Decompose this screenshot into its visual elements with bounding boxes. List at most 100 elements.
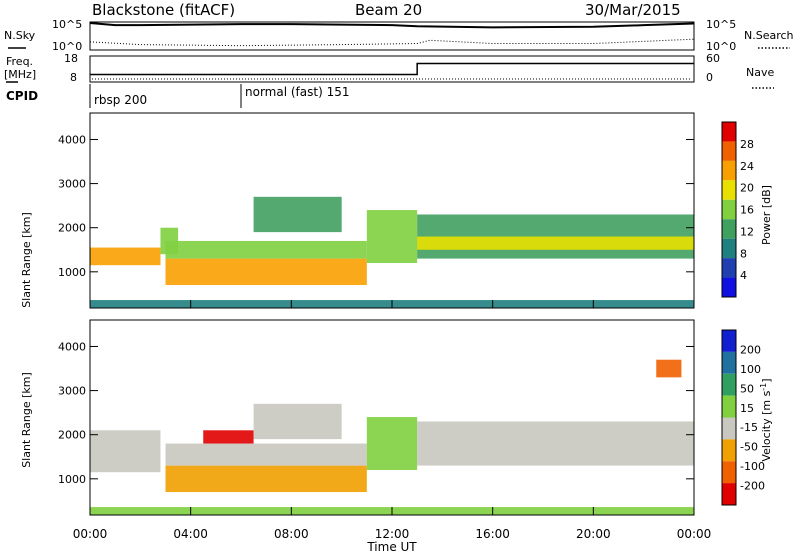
y-tick-label: 1000	[58, 473, 86, 486]
colorbar-swatch	[722, 199, 736, 220]
heatmap-region	[366, 210, 418, 263]
x-axis-tick-labels: 00:00 04:00 08:00 12:00 16:00 20:00 00:00	[73, 300, 712, 541]
heatmap-region	[165, 443, 367, 466]
colorbar-swatch	[722, 122, 736, 142]
heatmap-region	[165, 240, 367, 259]
freq-right-tick-top: 60	[706, 52, 720, 65]
colorbar-swatch	[722, 483, 736, 505]
x-tick-label: 12:00	[375, 527, 410, 541]
freq-right-tick-bottom: 0	[706, 71, 713, 84]
colorbar-swatch	[722, 238, 736, 259]
power-colorbar-label: Power [dB]	[760, 185, 773, 245]
freq-label-line1: Freq.	[6, 55, 33, 68]
colorbar-tick-label: 200	[740, 343, 761, 356]
heatmap-region	[417, 236, 694, 250]
date-title: 30/Mar/2015	[585, 1, 681, 19]
colorbar-swatch	[722, 219, 736, 239]
colorbar-tick-label: 4	[740, 269, 747, 282]
heatmap-region	[253, 196, 342, 233]
velocity-heatmap	[90, 359, 694, 515]
x-tick-label: 08:00	[274, 527, 309, 541]
noise-panel-frame	[89, 21, 695, 51]
velocity-colorbar-label-sup: -1	[759, 383, 768, 391]
colorbar-tick-label: 8	[740, 247, 747, 260]
y-tick-label: 2000	[58, 429, 86, 442]
velocity-ylabel: Slant Range [km]	[20, 372, 33, 468]
power-ylabel: Slant Range [km]	[20, 212, 33, 308]
y-tick-label: 1000	[58, 266, 86, 279]
cpid-mode-1: normal (fast) 151	[245, 85, 349, 99]
colorbar-tick-label: 12	[740, 225, 754, 238]
velocity-colorbar-label-end: ]	[760, 378, 773, 382]
y-tick-label: 2000	[58, 222, 86, 235]
colorbar-tick-label: -200	[740, 480, 765, 493]
noise-left-tick-top: 10^5	[52, 18, 82, 31]
heatmap-region	[417, 214, 694, 259]
freq-series-line	[90, 62, 694, 76]
colorbar-tick-label: 15	[740, 402, 754, 415]
velocity-colorbar: 200 100 50 15 -15 -50 -100 -200	[721, 329, 765, 506]
colorbar-frame	[721, 329, 737, 506]
y-tick-label: 4000	[58, 133, 86, 146]
y-tick-label: 4000	[58, 340, 86, 353]
heatmap-region	[253, 403, 342, 440]
station-title: Blackstone (fitACF)	[92, 1, 235, 19]
colorbar-swatch	[722, 330, 736, 352]
heatmap-region	[417, 421, 694, 466]
nsearch-label: N.Search	[744, 29, 794, 42]
colorbar-tick-label: -15	[740, 421, 758, 434]
freq-label-line2: [MHz]	[4, 68, 36, 81]
colorbar-swatch	[722, 417, 736, 440]
x-tick-label: 00:00	[73, 527, 108, 541]
colorbar-swatch	[722, 395, 736, 418]
colorbar-tick-label: 24	[740, 160, 754, 173]
nsearch-series-line	[89, 38, 695, 47]
heatmap-region	[90, 430, 161, 473]
velocity-axis-ticks: 1000 2000 3000 4000	[58, 340, 694, 486]
colorbar-swatch	[722, 160, 736, 181]
colorbar-tick-label: 20	[740, 182, 754, 195]
colorbar-tick-label: -100	[740, 460, 765, 473]
colorbar-tick-label: 50	[740, 382, 754, 395]
colorbar-tick-label: -50	[740, 441, 758, 454]
nsky-series-line	[89, 22, 695, 29]
y-tick-label: 3000	[58, 385, 86, 398]
colorbar-swatch	[722, 461, 736, 484]
freq-left-tick-top: 18	[64, 52, 78, 65]
colorbar-tick-label: 28	[740, 138, 754, 151]
power-heatmap	[90, 196, 694, 308]
freq-panel-frame	[89, 55, 695, 83]
velocity-colorbar-label-main: Velocity [m s	[760, 390, 773, 461]
colorbar-swatch	[722, 180, 736, 200]
noise-right-tick-bottom: 10^0	[706, 40, 736, 53]
colorbar-tick-label: 16	[740, 204, 754, 217]
noise-right-tick-top: 10^5	[706, 18, 736, 31]
heatmap-region	[366, 417, 418, 470]
x-tick-label: 20:00	[576, 527, 611, 541]
y-tick-label: 3000	[58, 178, 86, 191]
colorbar-swatch	[722, 351, 736, 374]
heatmap-region	[165, 258, 367, 286]
colorbar-swatch	[722, 277, 736, 297]
colorbar-swatch	[722, 373, 736, 396]
colorbar-swatch	[722, 258, 736, 278]
colorbar-swatch	[722, 141, 736, 161]
freq-left-tick-bottom: 8	[70, 71, 77, 84]
velocity-colorbar-label: Velocity [m s-1]	[759, 378, 774, 461]
heatmap-region	[656, 359, 682, 378]
noise-left-tick-bottom: 10^0	[52, 40, 82, 53]
x-tick-label: 04:00	[173, 527, 208, 541]
cpid-mode-0: rbsp 200	[94, 93, 147, 107]
x-tick-label: 16:00	[475, 527, 510, 541]
x-axis-label: Time UT	[366, 540, 417, 554]
power-axis-ticks: 1000 2000 3000 4000	[58, 133, 694, 279]
colorbar-tick-label: 100	[740, 363, 761, 376]
heatmap-region	[90, 247, 161, 266]
colorbar-frame	[721, 121, 737, 298]
power-colorbar: 28 24 20 16 12 8 4	[721, 121, 754, 298]
x-tick-label: 00:00	[677, 527, 712, 541]
beam-title: Beam 20	[355, 1, 422, 19]
heatmap-region	[203, 430, 254, 444]
heatmap-region	[165, 465, 367, 493]
